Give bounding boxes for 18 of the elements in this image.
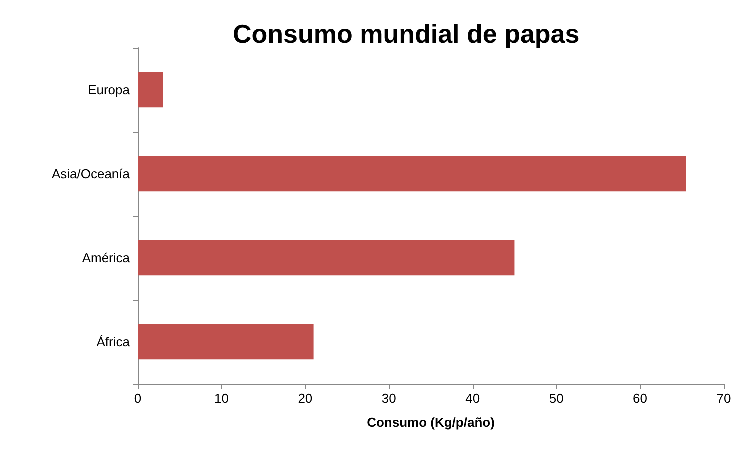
x-tick-label: 40 (466, 391, 480, 406)
y-tick-label: América (82, 250, 131, 266)
chart-title: Consumo mundial de papas (233, 19, 580, 49)
x-tick-label: 60 (633, 391, 648, 406)
x-tick-label: 20 (298, 391, 313, 406)
bar (138, 156, 686, 192)
y-tick-label: Europa (88, 82, 131, 98)
y-tick-label: Asia/Oceanía (52, 166, 131, 182)
y-tick-label: África (96, 334, 131, 350)
x-tick-label: 10 (214, 391, 229, 406)
x-tick-label: 70 (716, 391, 732, 406)
bar (138, 324, 314, 360)
x-tick-label: 50 (549, 391, 564, 406)
x-tick-label: 0 (134, 391, 142, 406)
x-axis-title: Consumo (Kg/p/año) (367, 415, 495, 430)
bar (138, 240, 515, 276)
x-tick-label: 30 (382, 391, 396, 406)
bar (138, 72, 164, 108)
